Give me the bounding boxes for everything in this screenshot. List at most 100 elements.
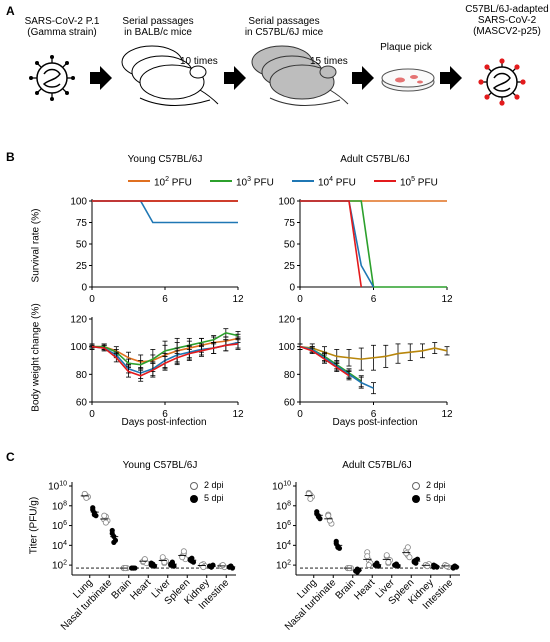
dpi2-point xyxy=(83,494,90,501)
x-tick-label: 0 xyxy=(297,294,303,305)
y-tick-label: 102 xyxy=(52,560,67,572)
dpi2-point xyxy=(219,562,226,569)
panel-c-letter: C xyxy=(6,450,15,464)
dpi2-point xyxy=(179,554,186,561)
y-tick-label: 104 xyxy=(52,540,67,552)
step2-count: 10 times xyxy=(180,56,218,67)
x-tick-label: 0 xyxy=(89,409,95,420)
open-circle-icon xyxy=(412,481,420,490)
x-tick-label: 0 xyxy=(297,409,303,420)
x-tick-label: Heart xyxy=(128,577,153,602)
step4-label: Plaque pick xyxy=(380,42,432,53)
dpi5-point xyxy=(452,563,458,569)
balbc-mice-icon xyxy=(121,45,219,107)
dpi5-point xyxy=(109,527,115,534)
y-tick-label: 108 xyxy=(52,500,67,512)
young-title: Young C57BL/6J xyxy=(127,154,203,165)
dpi5-point xyxy=(335,544,341,550)
y-tick-label: 25 xyxy=(76,261,88,272)
y-tick-label: 100 xyxy=(278,342,295,353)
legend-swatch xyxy=(128,180,150,182)
arrow-icon xyxy=(90,66,112,90)
step1-line2: (Gamma strain) xyxy=(27,27,97,38)
y-tick-label: 120 xyxy=(70,315,87,326)
open-circle-icon xyxy=(190,481,198,490)
dpi2-point xyxy=(141,556,148,563)
step5-line3: (MASCV2-p25) xyxy=(473,26,541,37)
legend-label: 102 PFU xyxy=(154,176,192,189)
x-tick-label: Heart xyxy=(352,577,377,602)
y-tick-label: 120 xyxy=(278,315,295,326)
y-tick-label: 60 xyxy=(284,398,296,409)
adult-titer-title: Adult C57BL/6J xyxy=(342,460,412,471)
step5-line2: SARS-CoV-2 xyxy=(477,15,537,26)
y-tick-label: 75 xyxy=(284,218,296,229)
series-line xyxy=(299,345,350,377)
series-line xyxy=(92,200,238,224)
dpi2-point xyxy=(365,562,372,569)
dpi2-point xyxy=(325,512,332,519)
dpi2-point xyxy=(180,548,187,555)
legend-label: 105 PFU xyxy=(400,176,438,189)
legend-2dpi-adult: 2 dpi xyxy=(412,480,446,490)
dpi5-point xyxy=(413,557,419,563)
titer-ylabel: Titer (PFU/g) xyxy=(28,496,40,555)
dpi2-point xyxy=(159,554,166,561)
y-tick-label: 1010 xyxy=(48,481,67,493)
legend-5dpi-adult: 5 dpi xyxy=(412,493,446,503)
y-tick-label: 1010 xyxy=(272,481,291,493)
x-tick-label: Brain xyxy=(334,577,358,601)
legend: 102 PFU 103 PFU 104 PFU 105 PFU xyxy=(128,174,458,188)
x-tick-label: Brain xyxy=(110,577,134,601)
x-tick-label: 6 xyxy=(162,409,168,420)
legend-label: 103 PFU xyxy=(236,176,274,189)
y-tick-label: 0 xyxy=(81,283,87,294)
legend-5dpi: 5 dpi xyxy=(190,493,224,503)
y-tick-label: 102 xyxy=(276,560,291,572)
dpi2-point xyxy=(101,512,108,519)
y-tick-label: 50 xyxy=(284,240,296,251)
y-tick-label: 106 xyxy=(276,520,291,532)
adapted-virus-icon xyxy=(478,58,526,106)
series-line xyxy=(300,200,363,288)
step5-line1: C57BL/6J-adapted xyxy=(465,4,549,15)
dpi2-point xyxy=(404,544,411,551)
young-xlabel: Days post-infection xyxy=(121,417,207,428)
series-line xyxy=(300,200,447,288)
step2-line1: Serial passages xyxy=(122,16,194,27)
dpi2-point xyxy=(307,495,314,502)
filled-circle-icon xyxy=(412,494,420,503)
y-tick-label: 80 xyxy=(76,370,88,381)
arrow-icon xyxy=(352,66,374,90)
c57bl6j-mice-icon xyxy=(251,45,349,107)
step1-label: SARS-CoV-2 P.1 (Gamma strain) xyxy=(6,16,118,38)
x-tick-label: 12 xyxy=(232,294,244,305)
x-tick-label: 6 xyxy=(371,294,377,305)
legend-2dpi: 2 dpi xyxy=(190,480,224,490)
y-tick-label: 75 xyxy=(76,218,88,229)
x-tick-label: 6 xyxy=(371,409,377,420)
legend-swatch xyxy=(210,180,232,182)
step3-label: Serial passages in C57BL/6J mice xyxy=(232,16,336,38)
legend-swatch xyxy=(374,180,396,182)
y-tick-label: 108 xyxy=(276,500,291,512)
petri-dish-icon xyxy=(381,68,435,92)
y-tick-label: 100 xyxy=(278,197,295,208)
dpi5-point xyxy=(393,561,399,567)
dpi5-point xyxy=(91,512,97,518)
y-tick-label: 100 xyxy=(70,342,87,353)
x-tick-label: 6 xyxy=(162,294,168,305)
x-tick-label: 12 xyxy=(441,409,453,420)
x-tick-label: 12 xyxy=(232,409,244,420)
dpi2-point xyxy=(424,563,431,570)
legend-label: 104 PFU xyxy=(318,176,356,189)
filled-circle-icon xyxy=(190,494,198,503)
panel-b-letter: B xyxy=(6,150,15,164)
dpi5-point xyxy=(228,563,234,569)
dpi5-point xyxy=(333,538,339,544)
dpi2-point xyxy=(406,554,413,561)
dpi2-point xyxy=(385,559,392,566)
dpi2-point xyxy=(383,552,390,559)
young-titer-title: Young C57BL/6J xyxy=(122,460,198,471)
